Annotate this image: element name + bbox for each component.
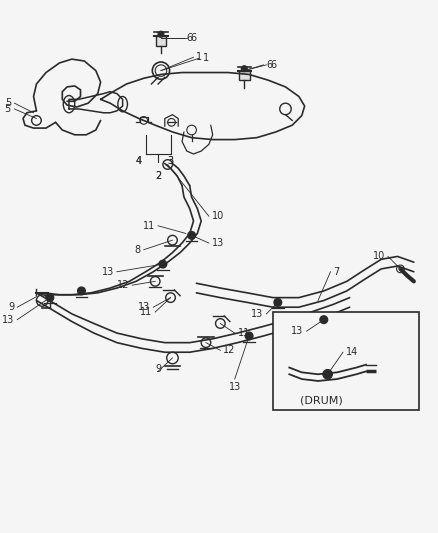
Text: 3: 3 (167, 156, 173, 166)
Text: 6: 6 (266, 60, 272, 70)
Text: 13: 13 (251, 309, 263, 319)
Text: 6: 6 (191, 33, 197, 43)
Text: 10: 10 (373, 252, 385, 262)
Text: 3: 3 (167, 156, 173, 166)
Text: 13: 13 (138, 302, 150, 312)
Text: 13: 13 (212, 238, 224, 248)
Text: 4: 4 (136, 156, 142, 166)
Text: 12: 12 (223, 345, 236, 356)
Circle shape (159, 260, 167, 268)
Circle shape (320, 316, 328, 324)
Text: 5: 5 (4, 104, 11, 114)
Text: 10: 10 (212, 211, 224, 221)
Text: 6: 6 (187, 33, 193, 43)
Text: 2: 2 (155, 171, 161, 181)
Circle shape (241, 66, 247, 71)
Text: 9: 9 (8, 302, 14, 312)
Circle shape (158, 31, 164, 37)
Text: 6: 6 (270, 60, 276, 70)
Text: 13: 13 (2, 314, 14, 325)
Text: 13: 13 (102, 267, 114, 277)
Circle shape (274, 298, 282, 306)
Text: 11: 11 (143, 221, 155, 231)
Text: 11: 11 (140, 307, 152, 317)
Text: 8: 8 (135, 245, 141, 255)
Circle shape (245, 332, 253, 340)
Text: 13: 13 (229, 382, 241, 392)
Text: (DRUM): (DRUM) (300, 395, 342, 405)
Text: 1: 1 (196, 52, 202, 62)
Text: 7: 7 (333, 267, 339, 277)
Text: 1: 1 (203, 53, 209, 63)
Circle shape (323, 369, 332, 379)
Circle shape (188, 231, 195, 239)
Bar (239, 70, 250, 80)
Text: 4: 4 (136, 156, 142, 166)
Circle shape (78, 287, 85, 295)
Text: 11: 11 (237, 328, 250, 338)
Text: 9: 9 (155, 365, 161, 375)
Text: 2: 2 (155, 171, 161, 181)
Bar (155, 36, 166, 46)
Text: 13: 13 (291, 326, 304, 336)
Circle shape (46, 294, 54, 302)
Text: 12: 12 (117, 280, 129, 290)
Bar (273, 312, 419, 410)
Text: 14: 14 (346, 347, 358, 357)
Text: 5: 5 (5, 98, 11, 108)
